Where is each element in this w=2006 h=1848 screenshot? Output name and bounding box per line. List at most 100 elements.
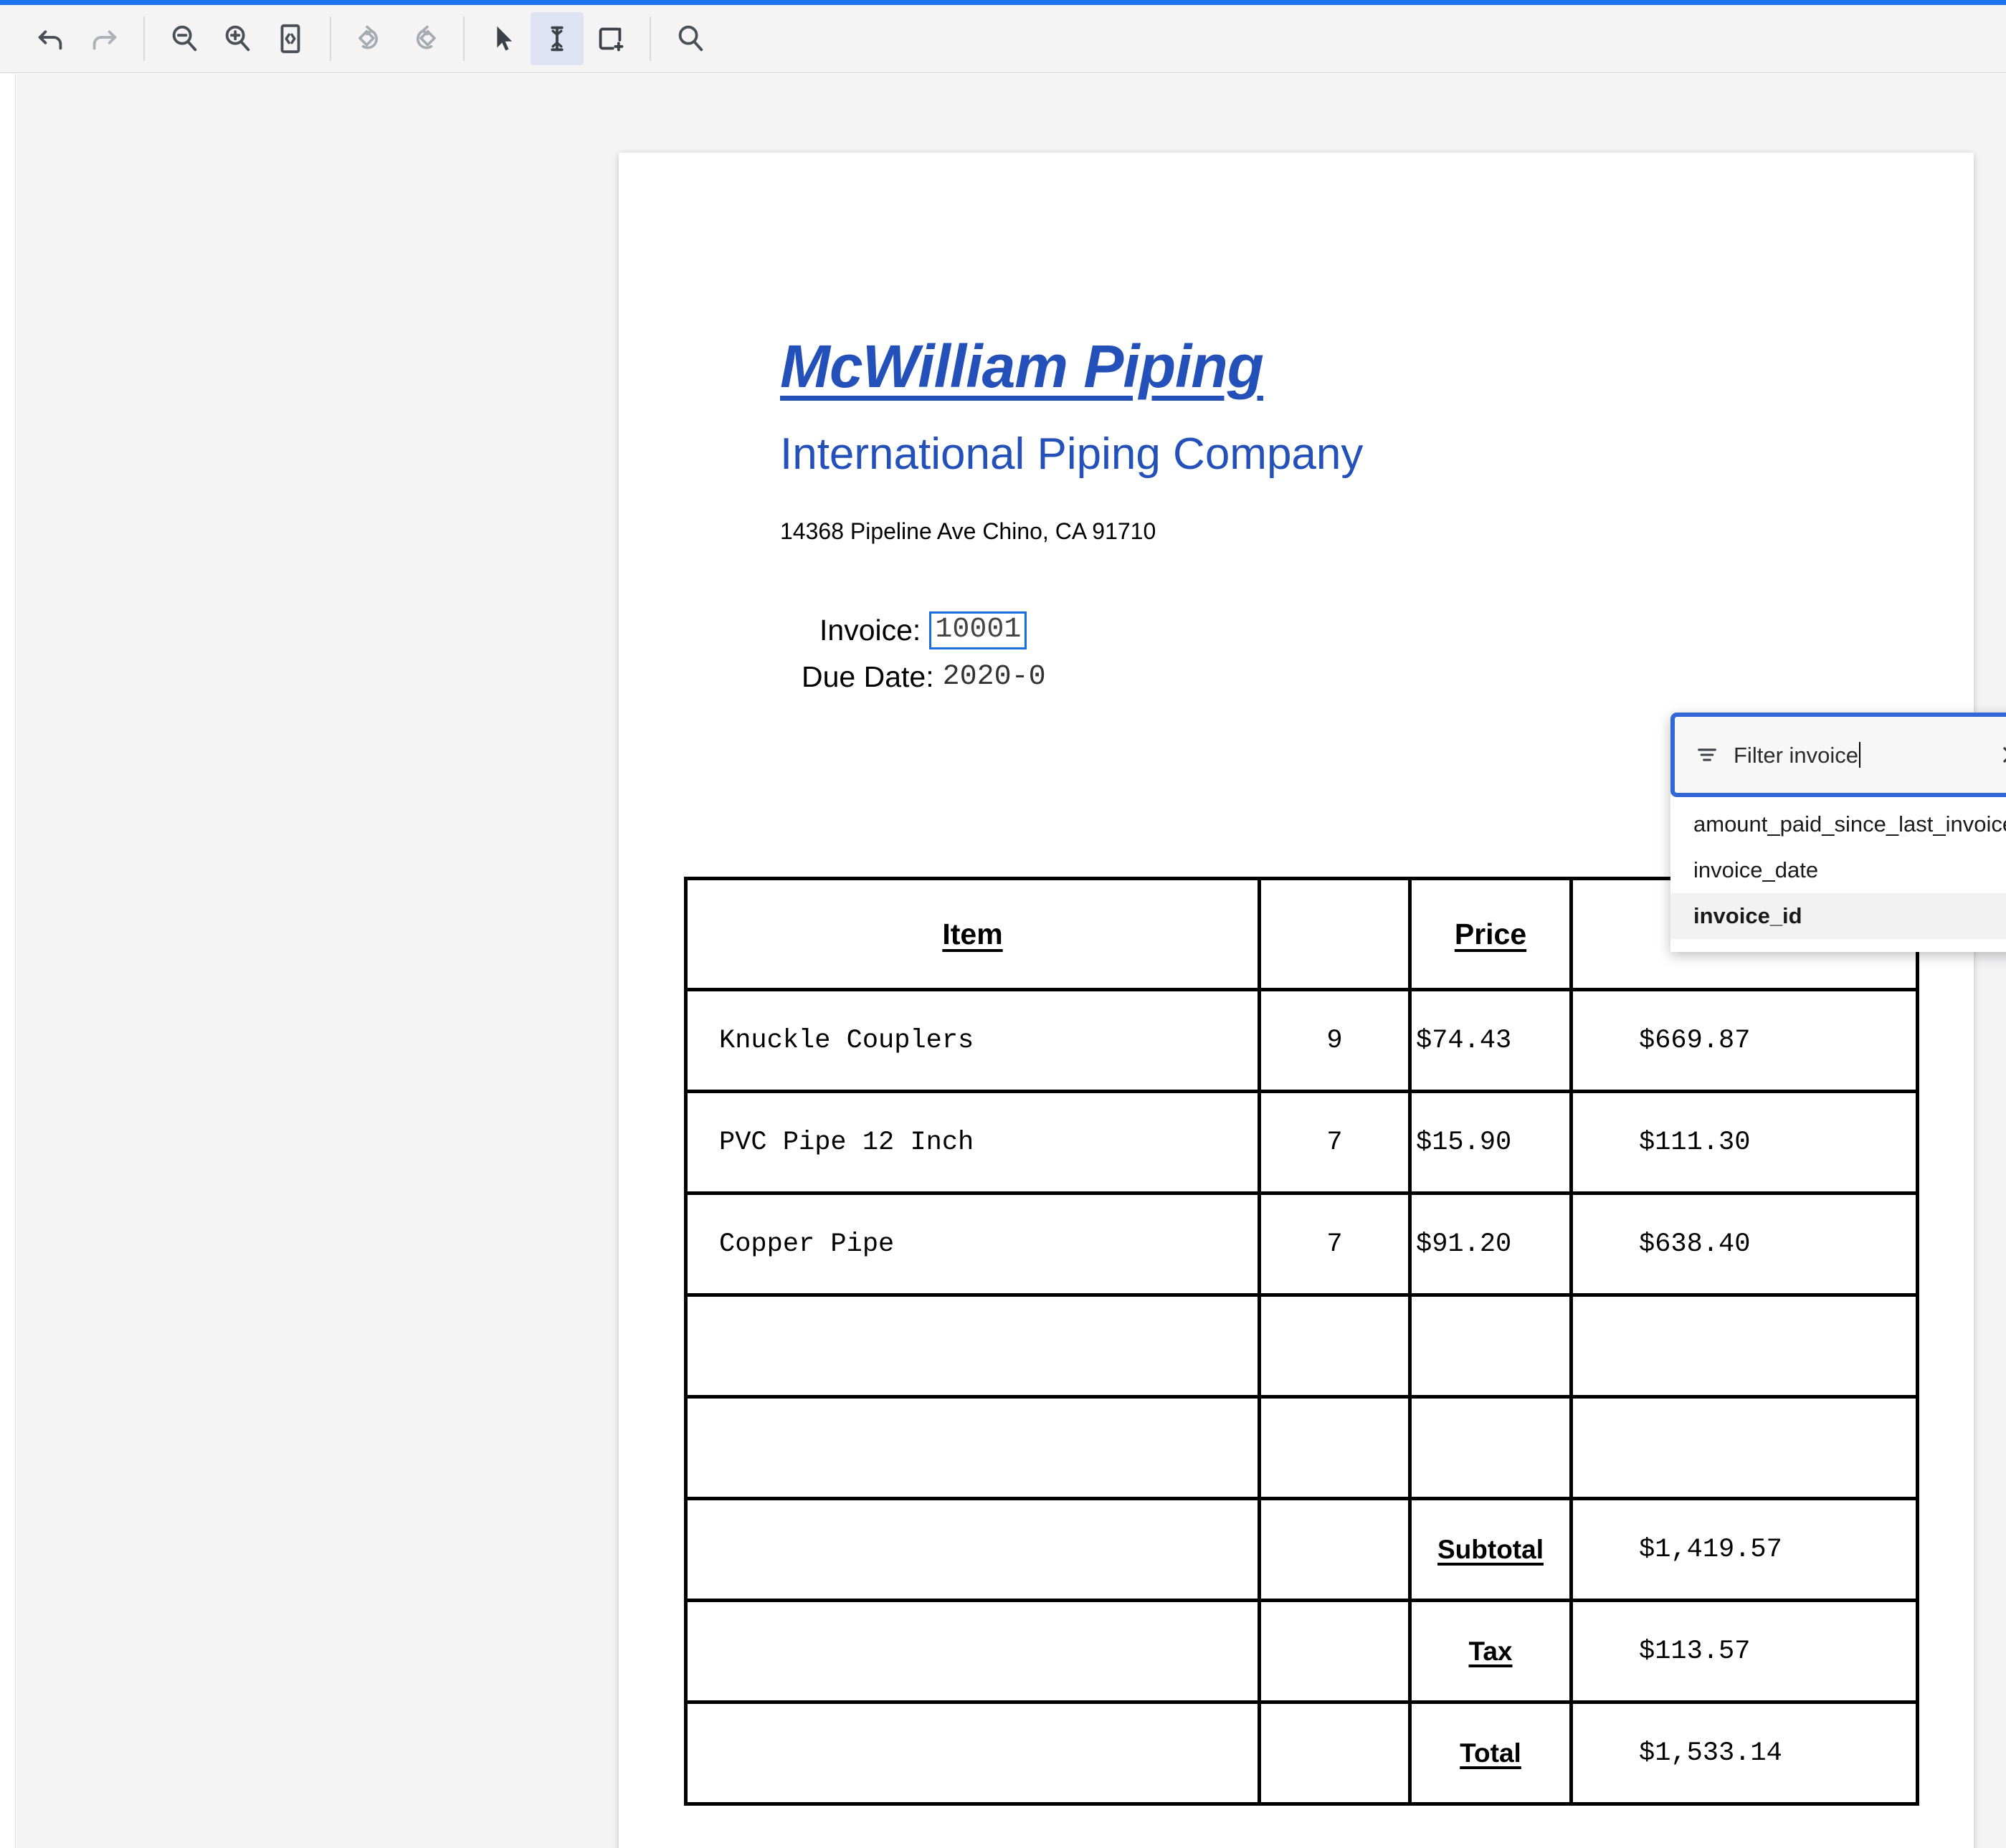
company-address: 14368 Pipeline Ave Chino, CA 91710	[780, 518, 1156, 544]
table-summary-row[interactable]: Total $1,533.14	[684, 1700, 1919, 1806]
cell-item[interactable]	[684, 1395, 1261, 1500]
add-region-icon	[594, 22, 627, 55]
top-accent-bar	[0, 0, 2006, 5]
left-gutter	[0, 74, 16, 1848]
cell-price[interactable]: $15.90	[1408, 1090, 1573, 1195]
filter-input[interactable]: Filter invoice	[1734, 741, 1995, 768]
invoice-table: Item Price Cost Knuckle Coupler	[684, 877, 1919, 1806]
cell-price[interactable]: $91.20	[1408, 1191, 1573, 1297]
due-date-label: Due Date:	[802, 660, 934, 693]
cell-qty[interactable]	[1258, 1293, 1412, 1399]
add-region-button[interactable]	[584, 12, 637, 65]
cell-cost[interactable]	[1569, 1293, 1919, 1399]
toolbar-group-search	[664, 12, 717, 65]
rotate-left-button[interactable]	[344, 12, 397, 65]
cell-qty[interactable]: 7	[1258, 1191, 1412, 1297]
cell-qty[interactable]: 9	[1258, 988, 1412, 1093]
company-name: McWilliam Piping	[780, 333, 1264, 400]
cell-price[interactable]	[1408, 1293, 1573, 1399]
toolbar-separator	[650, 16, 651, 61]
summary-blank-qty	[1258, 1599, 1412, 1704]
undo-button[interactable]	[24, 12, 77, 65]
invoice-number-line: Invoice: 10001	[819, 611, 1027, 649]
document-canvas[interactable]: McWilliam Piping International Piping Co…	[16, 74, 2006, 1848]
invoice-label: Invoice:	[819, 614, 921, 647]
summary-blank-item	[684, 1700, 1261, 1806]
table-summary-row[interactable]: Subtotal $1,419.57	[684, 1497, 1919, 1602]
toolbar-separator	[330, 16, 331, 61]
summary-blank-qty	[1258, 1700, 1412, 1806]
table-row[interactable]	[684, 1293, 1919, 1399]
toolbar-group-rotate	[344, 12, 450, 65]
cell-cost[interactable]: $111.30	[1569, 1090, 1919, 1195]
cell-cost[interactable]: $669.87	[1569, 988, 1919, 1093]
rotate-right-icon	[407, 22, 440, 55]
filter-option-invoice-date[interactable]: invoice_date	[1693, 857, 1819, 882]
select-cursor-icon	[488, 22, 520, 55]
toolbar-group-tools	[477, 12, 637, 65]
text-select-icon	[541, 22, 574, 55]
summary-label-subtotal: Subtotal	[1408, 1497, 1573, 1602]
cell-price[interactable]: $74.43	[1408, 988, 1573, 1093]
header-cell-item: Item	[684, 877, 1261, 991]
summary-label-tax: Tax	[1408, 1599, 1573, 1704]
redo-icon	[87, 22, 120, 55]
select-cursor-button[interactable]	[477, 12, 531, 65]
fit-width-button[interactable]	[264, 12, 317, 65]
search-button[interactable]	[664, 12, 717, 65]
cell-qty[interactable]: 7	[1258, 1090, 1412, 1195]
cell-price[interactable]	[1408, 1395, 1573, 1500]
summary-value-subtotal[interactable]: $1,419.57	[1569, 1497, 1919, 1602]
filter-input-value: Filter invoice	[1734, 742, 1858, 768]
fit-width-icon	[274, 22, 307, 55]
due-date-line: Due Date: 2020-0	[802, 660, 1046, 694]
toolbar-group-history	[24, 12, 130, 65]
summary-label-total: Total	[1408, 1700, 1573, 1806]
cell-item[interactable]: Copper Pipe	[684, 1191, 1261, 1297]
zoom-out-icon	[168, 22, 201, 55]
company-subtitle: International Piping Company	[780, 429, 1364, 479]
filter-popup[interactable]: Filter invoice amount_paid_since_last_in…	[1670, 713, 2006, 952]
toolbar-group-zoom	[158, 12, 317, 65]
cell-item[interactable]: Knuckle Couplers	[684, 988, 1261, 1093]
summary-blank-item	[684, 1497, 1261, 1602]
text-select-button[interactable]	[531, 12, 584, 65]
invoice-number-field[interactable]: 10001	[929, 611, 1027, 649]
summary-blank-item	[684, 1599, 1261, 1704]
filter-input-wrapper[interactable]: Filter invoice	[1670, 713, 2006, 797]
search-icon	[674, 22, 707, 55]
filter-icon	[1695, 743, 1719, 767]
rotate-left-icon	[354, 22, 387, 55]
filter-option-invoice-id[interactable]: invoice_id	[1670, 893, 2006, 939]
rotate-right-button[interactable]	[397, 12, 450, 65]
table-row[interactable]	[684, 1395, 1919, 1500]
zoom-in-button[interactable]	[211, 12, 264, 65]
summary-value-tax[interactable]: $113.57	[1569, 1599, 1919, 1704]
table-row[interactable]: PVC Pipe 12 Inch 7 $15.90 $111.30	[684, 1090, 1919, 1195]
text-caret	[1859, 741, 1860, 768]
toolbar-separator	[463, 16, 465, 61]
undo-icon	[34, 22, 67, 55]
table-row[interactable]: Copper Pipe 7 $91.20 $638.40	[684, 1191, 1919, 1297]
header-cell-qty	[1258, 877, 1412, 991]
cell-cost[interactable]	[1569, 1395, 1919, 1500]
zoom-in-icon	[221, 22, 254, 55]
cell-item[interactable]	[684, 1293, 1261, 1399]
summary-value-total[interactable]: $1,533.14	[1569, 1700, 1919, 1806]
cell-qty[interactable]	[1258, 1395, 1412, 1500]
clear-filter-button[interactable]	[1995, 738, 2006, 771]
due-date-value[interactable]: 2020-0	[942, 661, 1046, 693]
summary-blank-qty	[1258, 1497, 1412, 1602]
toolbar	[0, 5, 2006, 73]
document-page[interactable]: McWilliam Piping International Piping Co…	[619, 153, 2006, 1848]
zoom-out-button[interactable]	[158, 12, 211, 65]
cell-cost[interactable]: $638.40	[1569, 1191, 1919, 1297]
redo-button[interactable]	[77, 12, 130, 65]
toolbar-separator	[143, 16, 145, 61]
filter-options-list: amount_paid_since_last_invoice invoice_d…	[1670, 794, 2006, 952]
cell-item[interactable]: PVC Pipe 12 Inch	[684, 1090, 1261, 1195]
filter-option-amount-paid-since-last-invoice[interactable]: amount_paid_since_last_invoice	[1693, 811, 2006, 837]
header-cell-price: Price	[1408, 877, 1573, 991]
table-summary-row[interactable]: Tax $113.57	[684, 1599, 1919, 1704]
table-row[interactable]: Knuckle Couplers 9 $74.43 $669.87	[684, 988, 1919, 1093]
